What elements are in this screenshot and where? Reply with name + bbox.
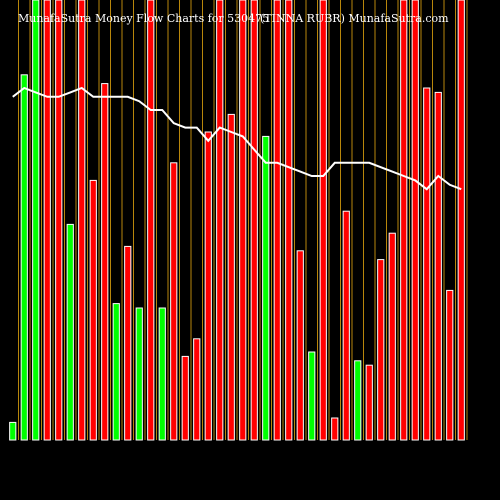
bar bbox=[227, 113, 235, 441]
bar bbox=[135, 307, 143, 441]
bar bbox=[273, 0, 281, 441]
bar bbox=[204, 131, 212, 441]
chart-title: MunafaSutra Money Flow Charts for 530475 bbox=[18, 12, 269, 25]
bar bbox=[285, 0, 293, 441]
bar bbox=[181, 355, 189, 441]
money-flow-line bbox=[12, 86, 462, 191]
bar bbox=[89, 179, 97, 441]
bar bbox=[147, 0, 155, 441]
bar bbox=[170, 162, 178, 441]
bar bbox=[400, 0, 408, 441]
bar bbox=[411, 0, 419, 441]
bar bbox=[43, 0, 51, 441]
bars bbox=[9, 0, 465, 441]
bar bbox=[446, 289, 454, 441]
bar bbox=[354, 360, 362, 441]
bar bbox=[365, 364, 373, 441]
bar bbox=[158, 307, 166, 441]
bar bbox=[101, 83, 109, 441]
bar bbox=[331, 417, 339, 441]
bar bbox=[55, 0, 63, 441]
bar bbox=[377, 259, 385, 441]
bar bbox=[250, 0, 258, 441]
bar bbox=[216, 0, 224, 441]
bar bbox=[457, 0, 465, 441]
bar bbox=[66, 223, 74, 441]
bar bbox=[20, 74, 28, 441]
bar bbox=[239, 0, 247, 441]
bar bbox=[9, 421, 17, 441]
separators bbox=[18, 0, 468, 440]
bar bbox=[78, 0, 86, 441]
bar bbox=[124, 245, 132, 441]
bar bbox=[434, 91, 442, 441]
bar bbox=[319, 0, 327, 441]
bar bbox=[193, 338, 201, 441]
bar bbox=[296, 250, 304, 441]
line-layer bbox=[12, 86, 462, 191]
bar bbox=[342, 210, 350, 441]
bar bbox=[32, 0, 40, 441]
chart-subtitle: (TINNA RUBR) MunafaSutra.com bbox=[260, 12, 449, 25]
bar bbox=[423, 87, 431, 441]
bar bbox=[388, 232, 396, 441]
bar bbox=[308, 351, 316, 441]
bar bbox=[262, 135, 270, 441]
bar bbox=[112, 303, 120, 441]
